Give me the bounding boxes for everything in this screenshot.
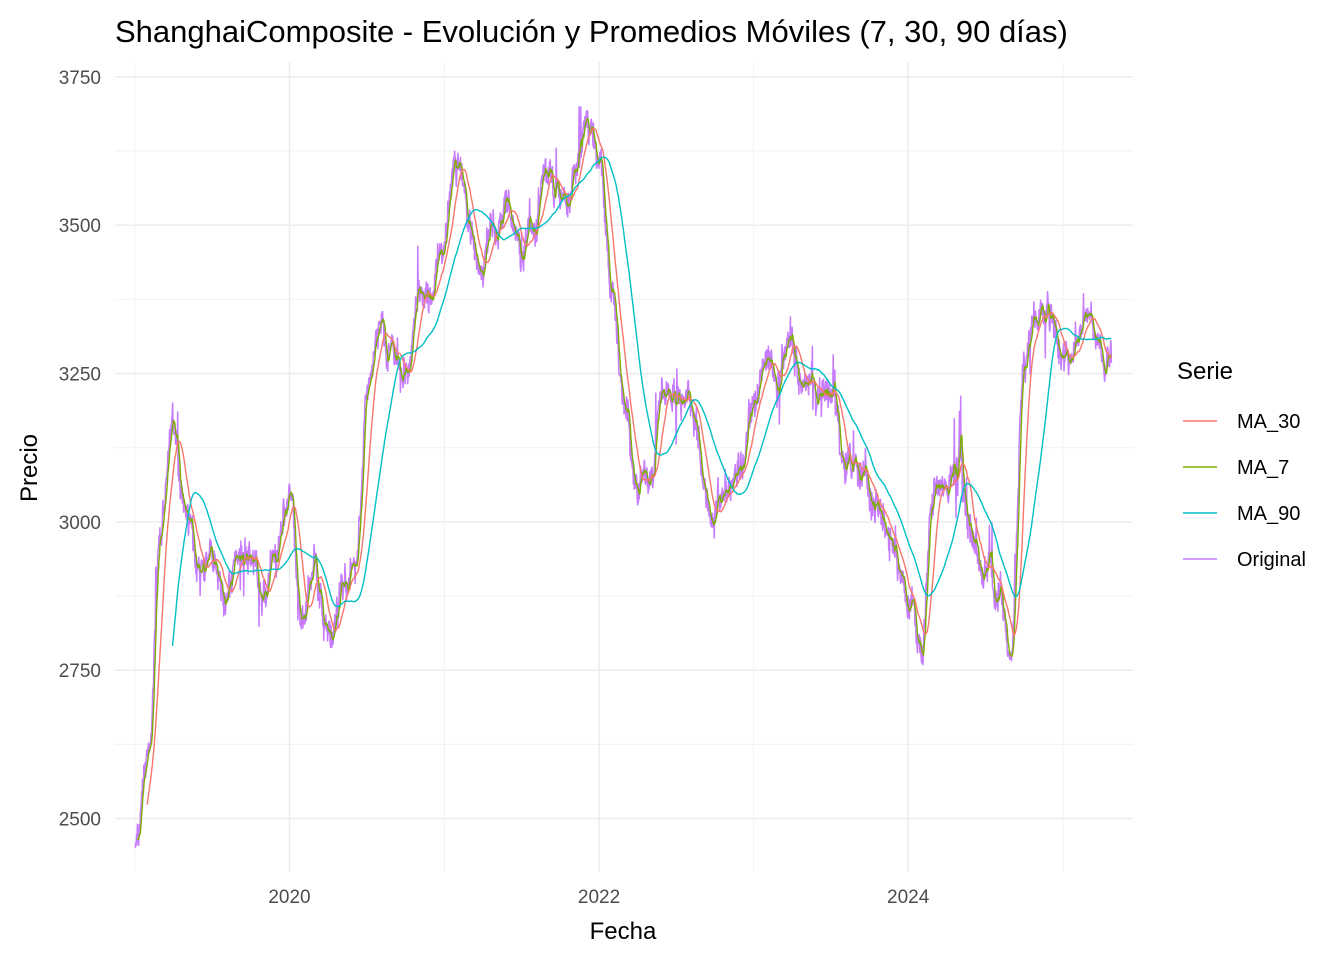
y-axis-ticks: 2500 2750 3000 3250 3500 3750 xyxy=(59,68,101,831)
legend: Serie MA_30 MA_7 MA_90 Original xyxy=(1177,358,1306,571)
y-axis-title: Precio xyxy=(16,434,43,502)
legend-item-ma-7: MA_7 xyxy=(1183,457,1289,479)
y-tick-label: 3750 xyxy=(59,68,101,89)
series-line-original xyxy=(134,105,1113,849)
legend-label: MA_7 xyxy=(1237,457,1289,479)
legend-label: MA_90 xyxy=(1237,503,1300,525)
x-tick-label: 2024 xyxy=(887,887,930,908)
y-tick-label: 3500 xyxy=(59,216,101,237)
legend-item-ma-30: MA_30 xyxy=(1183,411,1300,433)
legend-label: Original xyxy=(1237,549,1306,571)
legend-title: Serie xyxy=(1177,358,1233,385)
chart-title: ShanghaiComposite - Evolución y Promedio… xyxy=(115,14,1068,49)
y-tick-label: 3250 xyxy=(59,365,101,386)
plot-grid xyxy=(115,62,1133,872)
y-tick-label: 3000 xyxy=(59,513,101,534)
legend-item-ma-90: MA_90 xyxy=(1183,503,1300,525)
y-tick-label: 2750 xyxy=(59,661,101,682)
series-line-ma-30 xyxy=(146,127,1113,805)
y-tick-label: 2500 xyxy=(59,810,101,831)
series-line-ma-7 xyxy=(136,117,1112,841)
series-layer xyxy=(134,105,1113,849)
legend-label: MA_30 xyxy=(1237,411,1300,433)
x-axis-ticks: 2020 2022 2024 xyxy=(268,887,929,908)
series-line-ma-90 xyxy=(171,156,1112,646)
legend-item-original: Original xyxy=(1183,549,1306,571)
x-axis-title: Fecha xyxy=(590,918,657,945)
x-tick-label: 2022 xyxy=(578,887,620,908)
x-tick-label: 2020 xyxy=(268,887,310,908)
